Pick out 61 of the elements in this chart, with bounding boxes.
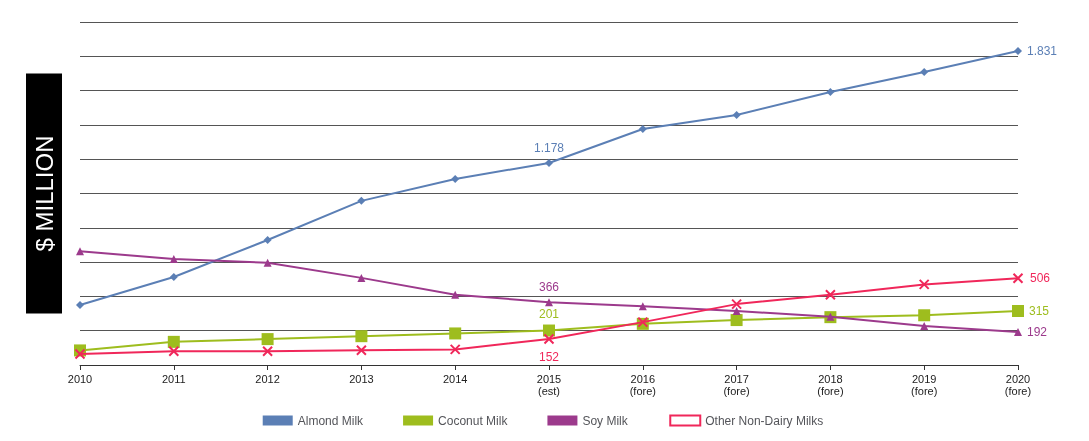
point <box>76 247 84 256</box>
point <box>451 174 460 183</box>
data-label: 192 <box>1027 325 1048 340</box>
legend-label: Other Non-Dairy Milks <box>705 413 824 428</box>
point <box>732 110 741 119</box>
point <box>918 278 930 290</box>
point <box>638 125 647 134</box>
point <box>451 290 460 299</box>
data-label: 366 <box>538 280 560 295</box>
point <box>545 158 553 167</box>
point <box>261 333 274 346</box>
point <box>545 298 553 307</box>
point <box>826 87 835 96</box>
point <box>357 273 366 282</box>
data-label: 201 <box>538 306 560 321</box>
point <box>357 196 366 205</box>
point <box>355 330 368 343</box>
point <box>168 345 180 357</box>
x-tick-label: 2011 <box>161 373 186 385</box>
point <box>920 67 929 76</box>
point <box>263 258 272 267</box>
point <box>1014 46 1022 55</box>
x-tick-label: 2020 (fore) <box>1004 373 1032 397</box>
point <box>731 298 743 310</box>
point <box>74 348 86 360</box>
point <box>730 314 743 327</box>
x-tick-label: 2015 (est) <box>536 373 562 397</box>
x-tick-label: 2016 (fore) <box>629 373 656 397</box>
point <box>355 344 367 356</box>
legend-label: Almond Milk <box>297 413 365 428</box>
x-tick-label: 2014 <box>442 373 468 385</box>
point <box>543 333 555 345</box>
point <box>169 255 178 264</box>
point <box>167 335 180 348</box>
x-tick-label: 2019 (fore) <box>911 373 938 397</box>
point <box>76 300 84 309</box>
point <box>262 345 274 357</box>
point <box>732 306 741 315</box>
legend-label: Soy Milk <box>582 413 629 428</box>
point <box>263 235 272 244</box>
data-label: 1.178 <box>533 140 565 155</box>
point <box>449 327 462 340</box>
x-tick-label: 2010 <box>67 373 93 385</box>
data-label: 315 <box>1029 303 1050 318</box>
point <box>1014 328 1022 337</box>
point <box>1012 272 1024 284</box>
x-tick-label: 2018 (fore) <box>817 373 844 397</box>
y-axis-title: $ MILLION <box>30 135 58 252</box>
data-label: 152 <box>538 349 560 364</box>
data-label: 506 <box>1030 271 1051 286</box>
x-tick-label: 2017 (fore) <box>723 373 750 397</box>
point <box>169 273 178 282</box>
point <box>920 322 929 331</box>
point <box>449 343 461 355</box>
legend-label: Coconut Milk <box>438 413 509 428</box>
point <box>918 309 931 322</box>
x-tick-label: 2012 <box>255 373 280 385</box>
point <box>1012 304 1024 317</box>
point <box>824 289 836 301</box>
data-label: 1.831 <box>1027 43 1058 58</box>
x-tick-label: 2013 <box>349 373 374 385</box>
